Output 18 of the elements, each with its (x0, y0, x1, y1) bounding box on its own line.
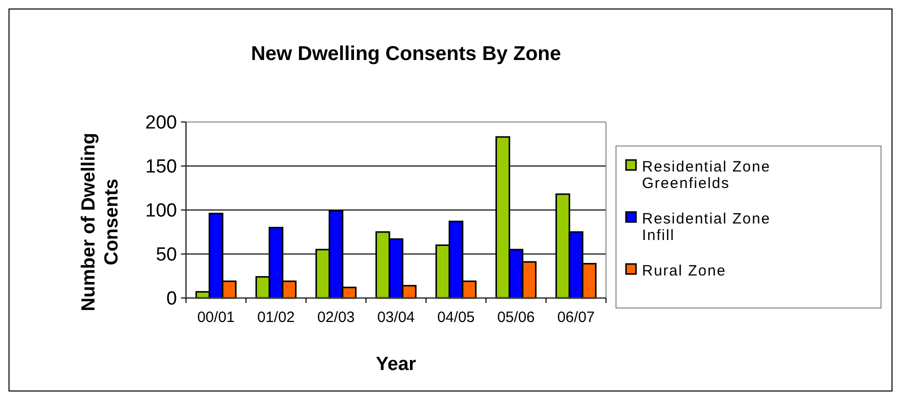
legend-label: Rural Zone (642, 262, 726, 280)
x-tick-label: 05/06 (497, 309, 535, 326)
y-tick-label: 150 (145, 156, 177, 178)
x-tick-label: 06/07 (557, 309, 595, 326)
y-tick-label: 50 (156, 244, 177, 266)
y-tick-label: 0 (166, 288, 177, 310)
chart-title: New Dwelling Consents By Zone (250, 43, 562, 65)
x-tick-label: 01/02 (257, 309, 295, 326)
legend-label: Residential Zone Greenfields (642, 158, 771, 192)
x-tick-label: 04/05 (437, 309, 475, 326)
x-tick-label: 02/03 (317, 309, 355, 326)
x-tick-label: 03/04 (377, 309, 415, 326)
y-tick-label: 100 (145, 200, 177, 222)
legend-label: Residential Zone Infill (642, 210, 771, 244)
x-tick-label: 00/01 (197, 309, 235, 326)
y-axis-title: Number of Dwelling Consents (78, 132, 122, 312)
y-tick-label: 200 (145, 112, 177, 134)
x-axis-title: Year (376, 354, 417, 375)
